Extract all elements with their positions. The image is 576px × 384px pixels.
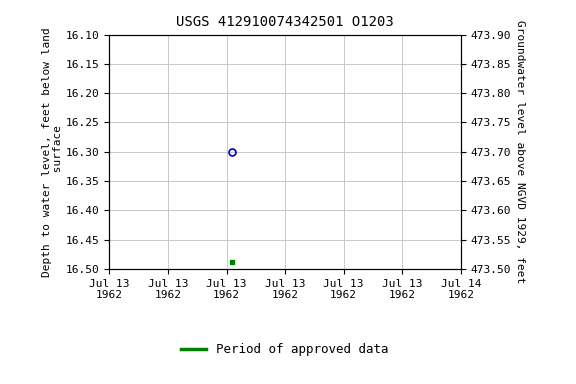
Y-axis label: Groundwater level above NGVD 1929, feet: Groundwater level above NGVD 1929, feet bbox=[515, 20, 525, 283]
Legend: Period of approved data: Period of approved data bbox=[176, 338, 394, 361]
Title: USGS 412910074342501 O1203: USGS 412910074342501 O1203 bbox=[176, 15, 394, 29]
Y-axis label: Depth to water level, feet below land
 surface: Depth to water level, feet below land su… bbox=[41, 27, 63, 276]
